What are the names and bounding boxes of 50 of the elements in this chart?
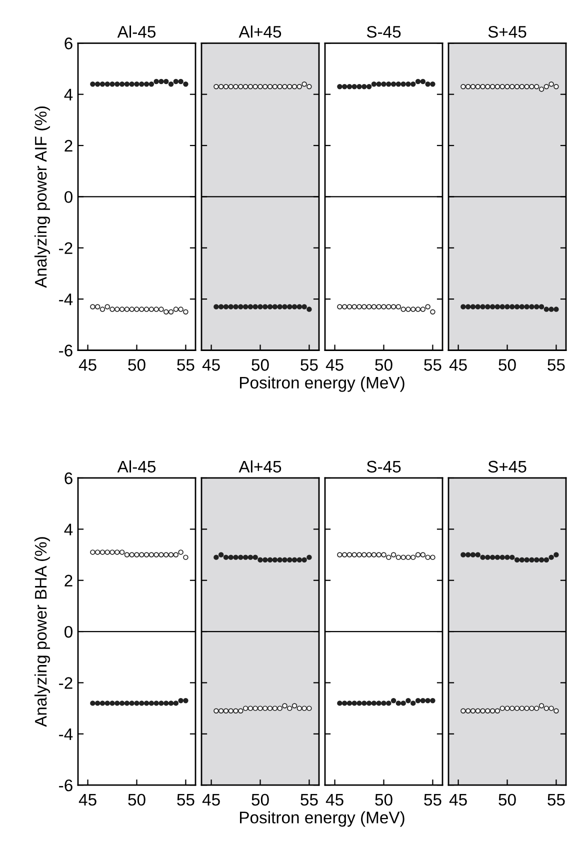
x-tick-label: 50 <box>375 359 392 371</box>
chart-title: S+45 <box>488 460 526 473</box>
x-tick-label: 45 <box>78 794 96 806</box>
y-tick-label: -6 <box>59 344 72 356</box>
y-tick-label: -4 <box>59 294 73 306</box>
x-tick-label: 50 <box>252 359 269 371</box>
y-tick-label: 0 <box>64 626 72 638</box>
chart-title: S+45 <box>488 26 526 38</box>
x-tick-label: 50 <box>252 794 269 806</box>
y-tick-label: 0 <box>64 191 72 203</box>
x-tick-label: 55 <box>548 359 565 371</box>
x-tick-label: 50 <box>498 359 516 371</box>
x-tick-label: 55 <box>177 359 194 371</box>
x-tick-label: 50 <box>498 794 516 806</box>
x-tick-label: 45 <box>326 794 344 806</box>
x-tick-label: 55 <box>424 359 442 371</box>
y-tick-label: -6 <box>59 779 72 792</box>
x-axis-title: Positron energy (MeV) <box>240 376 404 392</box>
y-tick-label: -2 <box>59 677 72 689</box>
x-tick-label: 55 <box>300 359 318 371</box>
chart-title: Al-45 <box>117 460 156 473</box>
chart-title: S-45 <box>366 26 401 38</box>
x-tick-label: 45 <box>202 794 220 806</box>
y-tick-label: -4 <box>59 728 73 740</box>
x-axis-title: Positron energy (MeV) <box>240 811 404 827</box>
x-tick-label: 50 <box>128 359 146 371</box>
x-tick-label: 45 <box>449 794 467 806</box>
chart-title: S-45 <box>366 460 401 473</box>
y-axis-title: Analyzing power BHA (%) <box>34 537 50 727</box>
y-tick-label: 4 <box>64 524 73 536</box>
y-tick-label: 6 <box>64 38 72 50</box>
x-tick-label: 55 <box>300 794 318 806</box>
x-tick-label: 45 <box>202 359 220 371</box>
x-tick-label: 55 <box>548 794 565 806</box>
chart-title: Al+45 <box>238 460 282 473</box>
x-tick-label: 45 <box>449 359 467 371</box>
y-tick-label: -2 <box>59 242 72 254</box>
x-tick-label: 50 <box>128 794 146 806</box>
chart-title: Al-45 <box>117 26 156 38</box>
y-axis-title: Analyzing power AIF (%) <box>34 106 50 288</box>
y-tick-label: 2 <box>64 574 72 586</box>
x-tick-label: 45 <box>78 359 96 371</box>
y-tick-label: 2 <box>64 140 72 152</box>
x-tick-label: 50 <box>375 794 392 806</box>
chart-title: Al+45 <box>238 26 282 38</box>
x-tick-label: 45 <box>326 359 344 371</box>
x-tick-label: 55 <box>177 794 194 806</box>
x-tick-label: 55 <box>424 794 442 806</box>
y-tick-label: 6 <box>64 472 72 484</box>
y-tick-label: 4 <box>64 88 73 100</box>
